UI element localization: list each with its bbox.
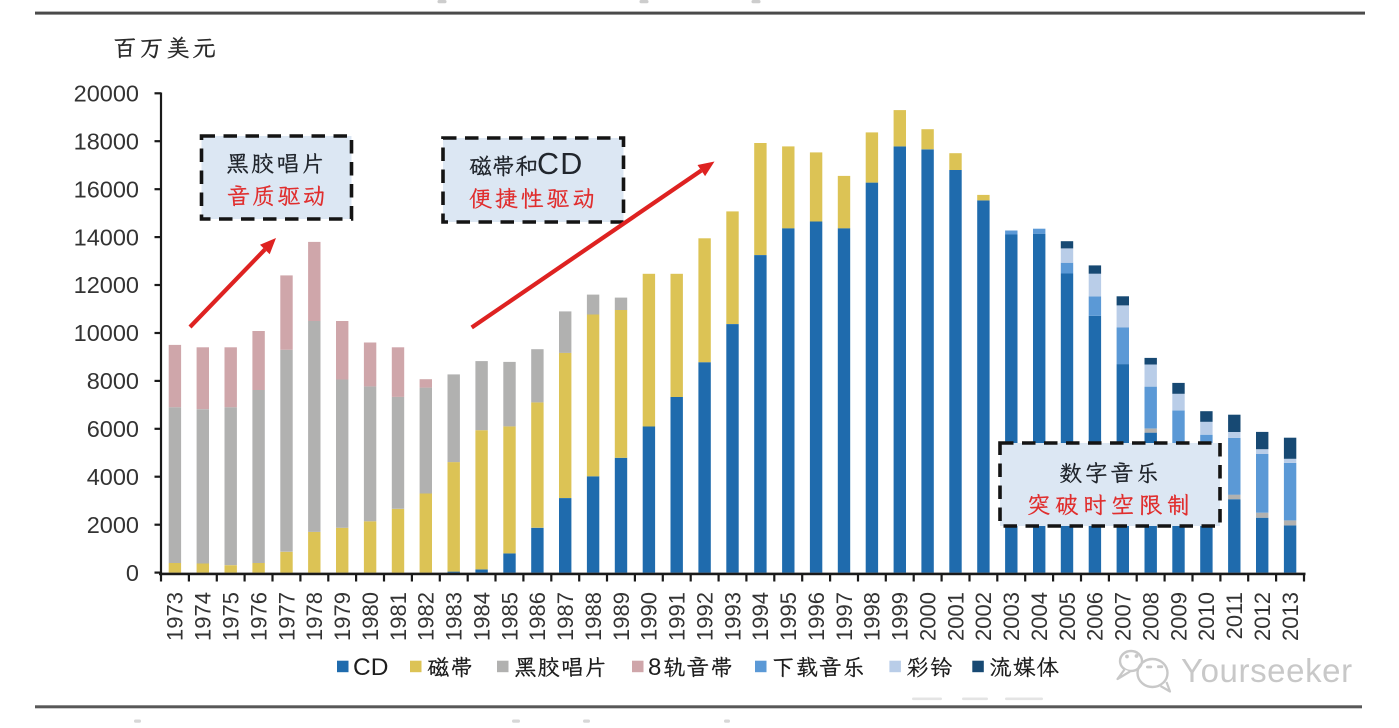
svg-text:1999: 1999 [888, 592, 913, 641]
svg-text:1993: 1993 [720, 592, 745, 641]
svg-text:2012: 2012 [1250, 592, 1275, 641]
svg-text:2008: 2008 [1139, 592, 1164, 641]
svg-text:2013: 2013 [1278, 592, 1303, 641]
svg-text:1978: 1978 [302, 592, 327, 641]
svg-text:1996: 1996 [804, 592, 829, 641]
svg-text:2011: 2011 [1222, 592, 1247, 639]
svg-text:2007: 2007 [1111, 592, 1136, 641]
svg-text:1987: 1987 [553, 592, 578, 641]
svg-text:2010: 2010 [1194, 592, 1219, 641]
svg-text:1974: 1974 [191, 592, 216, 641]
svg-text:1973: 1973 [163, 592, 188, 641]
svg-text:18000: 18000 [74, 128, 139, 154]
svg-text:4000: 4000 [87, 464, 139, 490]
svg-text:10000: 10000 [74, 320, 139, 346]
svg-text:2006: 2006 [1083, 592, 1108, 641]
svg-text:1977: 1977 [274, 592, 299, 641]
svg-text:2003: 2003 [999, 592, 1024, 641]
svg-text:1986: 1986 [525, 592, 550, 641]
svg-text:2009: 2009 [1166, 592, 1191, 641]
svg-text:12000: 12000 [74, 272, 139, 298]
svg-text:2002: 2002 [971, 592, 996, 641]
svg-text:1983: 1983 [442, 592, 467, 641]
svg-text:1975: 1975 [219, 592, 244, 641]
svg-text:2000: 2000 [915, 592, 940, 641]
svg-text:1985: 1985 [497, 592, 522, 641]
svg-text:2000: 2000 [87, 512, 139, 538]
svg-text:14000: 14000 [74, 224, 139, 250]
svg-text:1998: 1998 [860, 592, 885, 641]
svg-text:1979: 1979 [330, 592, 355, 641]
svg-text:1991: 1991 [665, 592, 690, 641]
svg-text:8: 8 [648, 654, 661, 681]
svg-text:1997: 1997 [832, 592, 857, 641]
svg-text:2005: 2005 [1055, 592, 1080, 641]
svg-text:0: 0 [126, 560, 139, 586]
svg-text:1976: 1976 [246, 592, 271, 641]
svg-text:1990: 1990 [637, 592, 662, 641]
svg-text:2001: 2001 [943, 592, 968, 641]
svg-text:Yourseeker: Yourseeker [1181, 652, 1353, 689]
svg-text:1995: 1995 [776, 592, 801, 641]
svg-text:20000: 20000 [74, 81, 139, 107]
svg-text:1984: 1984 [469, 592, 494, 641]
svg-text:1992: 1992 [692, 592, 717, 641]
svg-text:16000: 16000 [74, 176, 139, 202]
svg-text:1982: 1982 [414, 592, 439, 641]
svg-text:1988: 1988 [581, 592, 606, 641]
svg-text:6000: 6000 [87, 416, 139, 442]
svg-text:8000: 8000 [87, 368, 139, 394]
svg-text:1980: 1980 [358, 592, 383, 641]
svg-text:2004: 2004 [1027, 592, 1052, 641]
svg-text:1989: 1989 [609, 592, 634, 641]
svg-text:1981: 1981 [386, 592, 411, 641]
svg-text:CD: CD [353, 654, 388, 681]
svg-text:1994: 1994 [748, 592, 773, 641]
svg-text:CD: CD [537, 147, 583, 181]
